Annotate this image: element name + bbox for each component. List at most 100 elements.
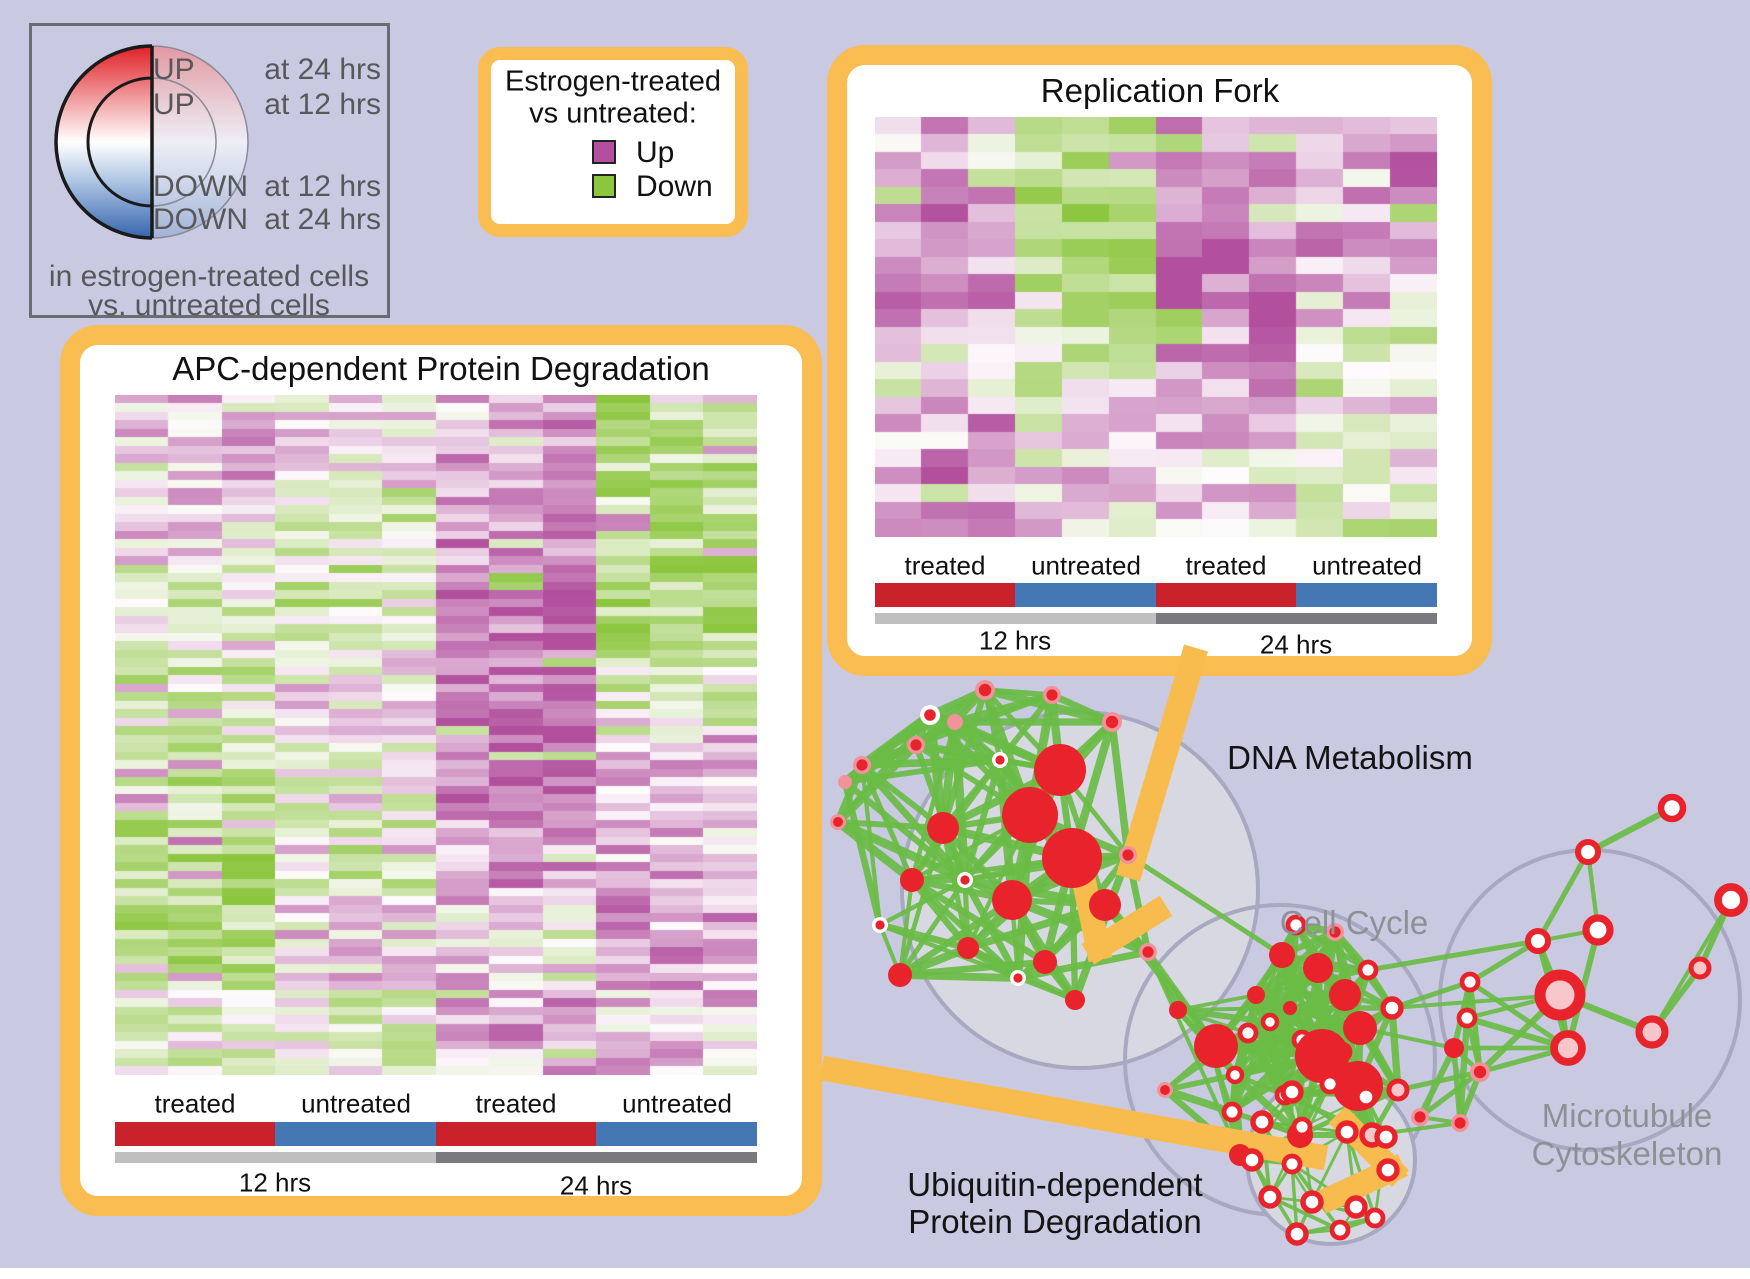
gene-node-core [995, 755, 1005, 765]
apc-12h-label: 12 hrs [238, 1167, 312, 1198]
edge [1286, 924, 1300, 1009]
gene-node [1386, 1078, 1410, 1102]
apc-panel-title: APC-dependent Protein Degradation [172, 350, 710, 387]
legend-title-line2: vs untreated: [529, 97, 697, 130]
edge [1164, 1072, 1236, 1093]
up-12-label: UP [153, 88, 195, 121]
rf-panel-title: Replication Fork [1040, 72, 1280, 109]
edge [961, 878, 1022, 980]
edge [1451, 1047, 1463, 1124]
gene-node [888, 963, 912, 987]
edge-link [1367, 938, 1539, 973]
gene-node [1285, 1222, 1309, 1246]
rf-12h-label: 12 hrs [978, 625, 1052, 656]
gene-node [1335, 1120, 1359, 1144]
gene-node [1250, 1110, 1274, 1134]
rf-untreated-bar-24h [1296, 583, 1437, 607]
up-label: Up [636, 136, 675, 169]
edge [1108, 721, 1132, 856]
edge [1255, 967, 1369, 998]
arrow-head [1069, 867, 1113, 963]
microtubule-label-2: Cytoskeleton [1531, 1135, 1723, 1172]
edge [1050, 691, 1114, 726]
gene-node-core [1160, 1085, 1170, 1095]
gene-node-core [833, 817, 843, 827]
edge [897, 878, 968, 977]
gene-node [1364, 1207, 1386, 1229]
bottom-margin [0, 1268, 1750, 1279]
gene-node [1575, 839, 1601, 865]
info-footer-line1: in estrogen-treated cells [48, 260, 370, 293]
gene-node-core [1142, 946, 1154, 958]
rf-untreated-bar-12h [1015, 583, 1156, 607]
info-footer-line2: vs. untreated cells [88, 289, 330, 322]
edge [837, 819, 944, 831]
gene-node [1534, 969, 1586, 1021]
gene-node [1065, 990, 1085, 1010]
gene-node [1033, 950, 1057, 974]
apc-12h-bar [115, 1152, 436, 1163]
gene-node [1042, 828, 1102, 888]
gene-node [1319, 1073, 1341, 1095]
gene-node [1240, 1148, 1264, 1172]
arrow-shaft [819, 1055, 1329, 1171]
edge [910, 877, 1047, 965]
gene-node [1380, 996, 1404, 1020]
gene-node-core [1473, 1065, 1487, 1079]
gene-node-core [978, 683, 992, 697]
rf-group-label-1: treated [904, 550, 986, 581]
rf-12h-bar [875, 613, 1156, 624]
gene-node-core [1329, 926, 1341, 938]
edge [961, 759, 1004, 881]
gene-node-core [1105, 715, 1119, 729]
gene-node [1295, 1029, 1349, 1083]
rf-treated-bar-12h [875, 583, 1015, 607]
gene-node [1688, 956, 1712, 980]
rf-24h-bar [1156, 613, 1437, 624]
gene-node [1329, 1219, 1351, 1241]
down-24-label: DOWN [153, 203, 248, 236]
gene-node [1194, 1024, 1238, 1068]
edge [1294, 922, 1370, 973]
gene-node-core [1454, 1117, 1466, 1129]
edge-link [1397, 1069, 1481, 1093]
gene-node [1344, 1195, 1368, 1219]
gene-node [1034, 744, 1086, 796]
gene-node [1714, 883, 1748, 917]
apc-untreated-bar-24h [596, 1122, 757, 1146]
gene-node [1357, 959, 1379, 981]
up-swatch [592, 140, 616, 164]
gene-node-core [856, 759, 868, 771]
apc-treated-bar-12h [115, 1122, 275, 1146]
gene-node [1376, 1158, 1400, 1182]
edge-link [1391, 993, 1561, 1010]
edge [962, 879, 971, 949]
gene-node [1221, 1101, 1243, 1123]
edge [1261, 1082, 1331, 1124]
gene-node-core [1046, 689, 1058, 701]
gene-node [1291, 1116, 1313, 1138]
gene-node [1582, 914, 1614, 946]
gene-node [1329, 979, 1361, 1011]
estrogen-color-legend: Estrogen-treated vs untreated: Up Down [478, 47, 748, 237]
gene-node [1283, 1001, 1297, 1015]
edge [995, 759, 1017, 901]
gene-node [927, 812, 959, 844]
edge [897, 879, 915, 976]
gene-node-core [1122, 849, 1134, 861]
apc-24h-label: 24 hrs [559, 1170, 633, 1201]
edge [1418, 1069, 1482, 1120]
down-label: Down [636, 170, 713, 203]
down-12-label: DOWN [153, 170, 248, 203]
gene-node [1247, 986, 1265, 1004]
gene-node [1258, 1185, 1282, 1209]
dna-metabolism-label: DNA Metabolism [1227, 739, 1473, 776]
gene-node [1444, 1038, 1464, 1058]
edge [1388, 1007, 1402, 1091]
gene-node [1525, 928, 1551, 954]
edge [899, 971, 1019, 982]
ubiquitin-label-1: Ubiquitin-dependent [907, 1166, 1203, 1203]
edge [841, 781, 884, 926]
gene-node [1550, 1030, 1586, 1066]
time-12b-label: at 12 hrs [264, 170, 381, 203]
